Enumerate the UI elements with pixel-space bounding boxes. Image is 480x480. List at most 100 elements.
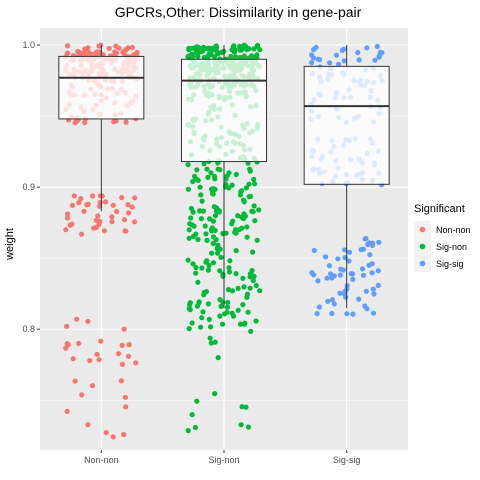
data-point xyxy=(110,434,116,440)
data-point xyxy=(329,310,335,317)
data-point xyxy=(233,271,239,277)
data-point xyxy=(76,340,82,346)
data-point xyxy=(190,261,196,267)
data-point xyxy=(220,231,226,237)
data-point xyxy=(206,316,212,322)
data-point xyxy=(237,47,244,53)
data-point xyxy=(367,252,373,258)
data-point xyxy=(187,221,193,227)
data-point xyxy=(201,161,207,167)
data-point xyxy=(239,404,245,410)
data-point xyxy=(217,268,223,274)
data-point xyxy=(206,262,212,269)
data-point xyxy=(247,285,253,291)
data-point xyxy=(250,209,256,215)
data-point xyxy=(204,237,210,243)
data-point xyxy=(315,56,321,62)
data-point xyxy=(212,213,219,219)
data-point xyxy=(120,49,126,55)
data-point xyxy=(374,43,380,50)
data-point xyxy=(252,54,259,61)
data-point xyxy=(204,166,210,172)
data-point xyxy=(245,424,252,430)
data-point xyxy=(110,202,116,208)
data-point xyxy=(201,289,207,296)
data-point xyxy=(242,320,248,326)
data-point xyxy=(360,246,366,252)
data-point xyxy=(187,300,193,306)
data-point xyxy=(194,303,200,309)
data-point xyxy=(121,217,128,223)
data-point xyxy=(233,54,239,60)
data-point xyxy=(81,208,87,214)
data-point xyxy=(203,259,209,265)
data-point xyxy=(209,225,215,231)
data-point xyxy=(195,54,201,60)
data-point xyxy=(198,324,204,330)
data-point xyxy=(199,198,205,204)
data-point xyxy=(85,318,91,324)
data-point xyxy=(207,335,213,341)
data-point xyxy=(103,430,109,436)
data-point xyxy=(370,286,376,292)
legend-label: Sig-sig xyxy=(436,259,464,269)
y-tick-label: 0.9 xyxy=(22,182,35,192)
data-point xyxy=(212,339,218,345)
data-point xyxy=(237,192,244,198)
data-point xyxy=(337,272,343,278)
data-point xyxy=(342,247,348,253)
data-point xyxy=(226,185,232,191)
data-point xyxy=(85,201,91,207)
data-point xyxy=(133,360,139,366)
data-point xyxy=(186,235,192,241)
data-point xyxy=(313,44,319,51)
data-point xyxy=(98,338,104,344)
data-point xyxy=(212,176,218,182)
data-point xyxy=(189,412,195,418)
data-point xyxy=(333,52,340,58)
data-point xyxy=(226,269,233,275)
data-point xyxy=(96,357,102,363)
data-point xyxy=(371,291,377,297)
data-point xyxy=(213,237,219,243)
data-point xyxy=(217,297,223,303)
data-point xyxy=(215,250,221,256)
data-point xyxy=(195,279,201,285)
box-plots xyxy=(58,45,390,308)
data-point xyxy=(366,262,372,268)
data-point xyxy=(376,239,382,245)
data-point xyxy=(222,311,228,317)
data-point xyxy=(244,294,250,300)
data-point xyxy=(123,404,129,410)
data-point xyxy=(194,176,200,182)
data-point xyxy=(122,394,128,400)
data-point xyxy=(207,216,213,222)
data-point xyxy=(252,218,258,224)
data-point xyxy=(200,309,206,315)
data-point xyxy=(193,270,199,276)
legend-items: Non-non Sig-non Sig-sig xyxy=(414,221,471,272)
data-point xyxy=(243,185,249,191)
data-point xyxy=(210,45,216,51)
data-point xyxy=(78,196,84,202)
data-point xyxy=(90,193,96,199)
data-point xyxy=(67,222,73,228)
y-axis: 0.8 0.9 1.0 xyxy=(22,40,40,334)
data-point xyxy=(327,60,333,66)
data-point xyxy=(89,383,96,389)
data-point xyxy=(126,210,132,216)
data-point xyxy=(225,287,232,293)
data-point xyxy=(189,51,195,57)
data-point xyxy=(331,273,337,279)
data-point xyxy=(203,231,209,237)
data-point xyxy=(211,54,218,60)
data-point xyxy=(129,204,135,210)
data-point xyxy=(195,236,201,243)
data-point xyxy=(251,273,257,279)
box-body xyxy=(58,55,145,120)
data-point xyxy=(329,297,335,303)
data-point xyxy=(193,264,199,271)
data-point xyxy=(226,170,232,176)
data-point xyxy=(314,311,320,317)
data-point xyxy=(190,178,196,185)
